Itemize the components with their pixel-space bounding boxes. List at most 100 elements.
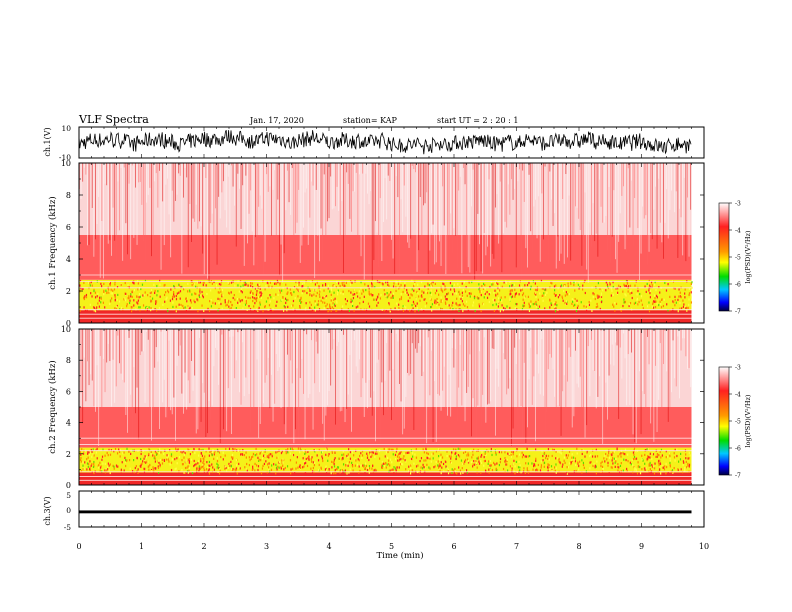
spectrogram-streak [581,163,583,266]
spectrogram-speckle [111,292,114,295]
spectrogram-streak [106,329,108,363]
spectrogram-speckle [387,450,389,454]
spectrogram-streak [579,329,581,377]
spectrogram-speckle [673,287,675,290]
spectrogram-speckle [231,468,234,471]
spectrogram-speckle [673,301,675,304]
spectrogram-speckle [548,458,550,461]
spectrogram-streak [522,329,524,440]
spectrogram-speckle [435,461,437,464]
spectrogram-speckle [616,466,619,469]
spectrogram-speckle [627,290,629,293]
spectrogram-streak [195,163,197,205]
spectrogram-speckle [256,296,258,299]
spectrogram-speckle [457,454,460,457]
spectrogram-speckle [628,303,630,306]
spectrogram-streak [485,329,487,423]
spectrogram-streak [437,329,439,395]
spectrogram-speckle [353,309,355,312]
spectrogram-speckle [490,280,492,284]
spectrogram-speckle [309,289,311,292]
spectrogram-speckle [268,462,270,465]
spectrogram-streak [245,329,247,378]
spectrogram-speckle [268,468,270,471]
spectrogram-speckle [140,295,142,298]
spectrogram-speckle [256,291,258,294]
spectrogram-speckle [515,292,518,295]
spectrogram-speckle [684,466,686,470]
spectrogram-streak [352,163,354,192]
spectrogram-streak [493,329,495,349]
spectrogram-speckle [553,448,555,452]
spectrogram-speckle [566,472,568,475]
spectrogram-speckle [165,291,167,294]
spectrogram-speckle [388,293,390,296]
spectrogram-speckle [677,310,679,313]
spectrogram-speckle [144,459,146,462]
spectrogram-speckle [570,282,572,286]
spectrogram-streak [640,163,642,254]
spectrogram-speckle [90,448,92,452]
spectrogram-speckle [216,466,218,469]
spectrogram-speckle [411,309,413,312]
spectrogram-speckle [152,454,154,457]
spectrogram-speckle [170,461,173,464]
spectrogram-streak [285,329,287,435]
spectrogram-streak [498,163,500,244]
spectrogram-speckle [655,300,657,303]
spectrogram-streak [199,329,200,338]
spectrogram-streak [104,329,106,393]
spectrogram-speckle [178,291,180,294]
spectrogram-speckle [112,464,114,467]
spectrogram-streak [111,163,112,256]
spectrogram-streak [530,329,532,348]
spectrogram-speckle [334,297,336,300]
spectrogram-speckle [622,290,624,293]
spectrogram-speckle [335,472,337,475]
spectrogram-speckle [172,305,174,309]
spectrogram-speckle [473,448,475,451]
spectrogram-streak [496,329,498,369]
spectrogram-speckle [178,456,181,459]
spectrogram-streak [239,163,240,189]
spectrogram-speckle [141,283,144,286]
spectrogram-speckle [188,449,190,452]
spectrogram-speckle [345,303,347,306]
spectrogram-speckle [200,452,202,455]
spectrogram-speckle [267,282,269,285]
spectrogram-speckle [430,298,432,301]
spectrogram-speckle [136,295,138,298]
spectrogram-band [79,407,692,448]
spectrogram-speckle [509,280,511,284]
spectrogram-streak [479,163,480,245]
spectrogram-speckle [167,458,169,461]
spectrogram-speckle [542,454,544,458]
spectrogram-speckle [257,465,260,468]
spectrogram-speckle [341,468,343,472]
spectrogram-speckle [679,458,682,461]
spectrogram-speckle [130,452,132,456]
spectrogram-speckle [341,453,343,457]
spectrogram-speckle [209,450,211,453]
spectrogram-streak [391,163,392,240]
spectrogram-streak [314,329,316,384]
spectrogram-streak [539,329,541,395]
spectrogram-speckle [105,468,107,471]
spectrogram-speckle [582,288,584,291]
spectrogram-speckle [385,294,387,298]
spectrogram-speckle [137,288,139,291]
spectrogram-streak [242,163,244,186]
spectrogram-speckle [648,279,650,283]
spectrogram-speckle [617,469,619,472]
spectrogram-streak [427,329,429,338]
spectrogram-streak [568,329,570,348]
spectrogram-speckle [393,465,395,469]
spectrogram-speckle [687,464,689,467]
spectrogram-speckle [389,448,391,451]
spectrogram-speckle [412,307,414,310]
spectrogram-streak [295,329,296,430]
spectrogram-speckle [430,305,433,309]
spectrogram-speckle [472,465,474,468]
spectrogram-speckle [199,467,201,470]
spectrogram-speckle [200,291,202,294]
